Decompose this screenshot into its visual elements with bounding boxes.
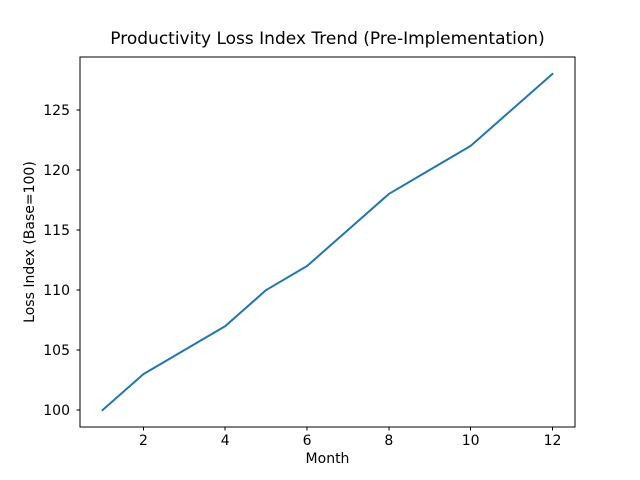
x-axis-tick-labels: 2 4 6 8 10 12 bbox=[139, 433, 561, 449]
x-tick-label: 2 bbox=[139, 433, 148, 449]
x-tick-label: 12 bbox=[544, 433, 562, 449]
y-tick-label: 105 bbox=[43, 343, 70, 359]
y-axis-tick-labels: 100 105 110 115 120 125 bbox=[43, 103, 70, 419]
y-tick-label: 120 bbox=[43, 163, 70, 179]
chart-title: Productivity Loss Index Trend (Pre-Imple… bbox=[110, 29, 545, 49]
y-tick-label: 125 bbox=[43, 103, 70, 119]
plot-border bbox=[79, 56, 576, 428]
x-tick-label: 6 bbox=[303, 433, 312, 449]
x-tick-label: 4 bbox=[221, 433, 230, 449]
x-tick-label: 10 bbox=[462, 433, 480, 449]
y-tick-label: 100 bbox=[43, 403, 70, 419]
y-axis-tick-marks bbox=[76, 109, 80, 411]
y-tick-label: 115 bbox=[43, 223, 70, 239]
x-tick-label: 8 bbox=[384, 433, 393, 449]
y-axis-label: Loss Index (Base=100) bbox=[22, 161, 38, 323]
y-tick-label: 110 bbox=[43, 283, 70, 299]
x-axis-label: Month bbox=[305, 451, 350, 467]
x-axis-tick-marks bbox=[142, 427, 553, 431]
loss-index-line bbox=[101, 72, 554, 412]
